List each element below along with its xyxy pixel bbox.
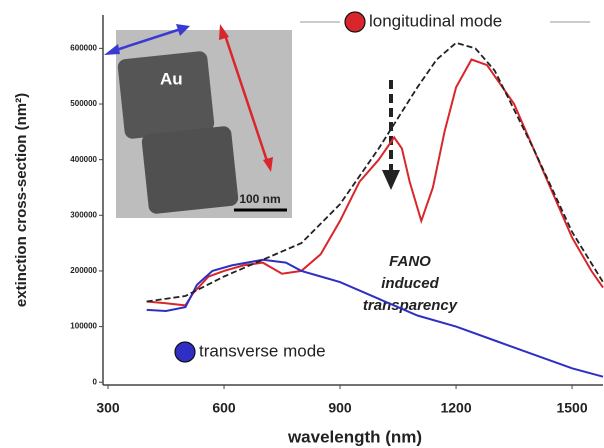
scale-label: 100 nm (239, 192, 280, 206)
x-tick-label: 900 (328, 400, 352, 416)
legend-marker (344, 11, 366, 33)
annotation: induced (381, 275, 439, 292)
data-line (146, 58, 604, 307)
x-tick-label: 300 (96, 400, 120, 416)
inset-image: Au 100 nm (116, 30, 292, 218)
x-tick-label: 1200 (440, 400, 471, 416)
y-tick-label: 0 (93, 377, 98, 386)
y-tick-label: 300000 (70, 210, 97, 219)
data-line (146, 41, 604, 303)
y-axis-label: extinction cross-section (nm²) (13, 93, 30, 307)
arrows (104, 24, 400, 190)
x-tick-label: 1500 (556, 400, 587, 416)
inset-label: Au (160, 69, 183, 88)
arrow-head (263, 157, 273, 172)
arrow-head (104, 44, 120, 55)
arrow-head (382, 170, 400, 190)
legend-label: longitudinal mode (369, 11, 502, 30)
legend-label: transverse mode (199, 341, 326, 360)
arrow (222, 31, 270, 165)
y-tick-label: 400000 (70, 155, 97, 164)
arrow-head (219, 24, 229, 40)
y-tick-label: 200000 (70, 266, 97, 275)
y-tick-label: 600000 (70, 43, 97, 52)
nanocube (141, 126, 239, 214)
arrow (109, 26, 185, 54)
x-tick-label: 600 (212, 400, 236, 416)
nanocube (117, 51, 215, 139)
legend-marker (174, 341, 196, 363)
data-line (146, 258, 604, 378)
y-tick-label: 500000 (70, 99, 97, 108)
x-axis-label: wavelength (nm) (287, 427, 422, 446)
arrow-head (176, 24, 190, 36)
annotation: FANO (389, 253, 431, 270)
y-tick-label: 100000 (70, 322, 97, 331)
